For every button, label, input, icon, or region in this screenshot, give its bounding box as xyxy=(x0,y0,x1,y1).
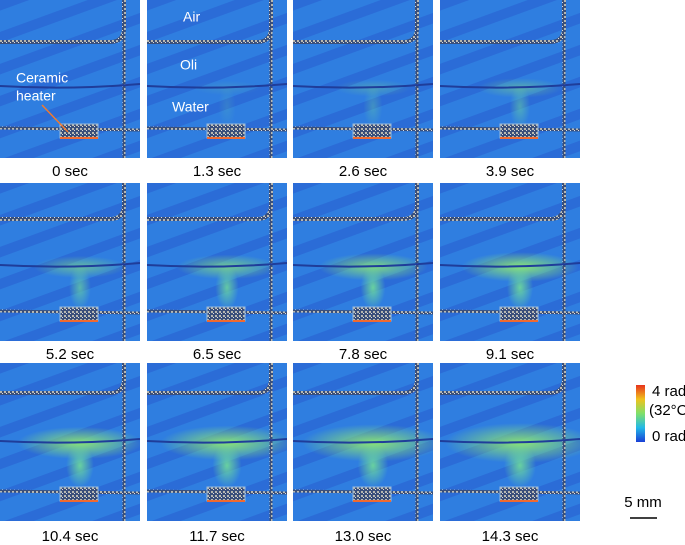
panel-image xyxy=(147,0,287,158)
time-label: 11.7 sec xyxy=(189,528,245,545)
panel-image xyxy=(147,363,287,521)
interface xyxy=(440,438,580,444)
panel-image xyxy=(293,363,433,521)
interface xyxy=(147,262,287,268)
image-panel xyxy=(147,0,287,158)
interface xyxy=(0,262,140,268)
annotation: Ceramic xyxy=(16,70,68,86)
time-label: 3.9 sec xyxy=(486,163,535,180)
column xyxy=(360,265,386,310)
interface xyxy=(293,262,433,268)
heater xyxy=(499,486,539,502)
heater xyxy=(59,486,99,502)
column xyxy=(212,443,242,488)
colorbar-temp: (32°C) xyxy=(649,402,685,419)
column xyxy=(506,265,534,310)
image-panel xyxy=(0,183,140,341)
panel-image xyxy=(293,0,433,158)
time-label: 2.6 sec xyxy=(339,163,388,180)
pointer xyxy=(41,104,69,133)
image-panel xyxy=(293,363,433,521)
time-label: 5.2 sec xyxy=(46,346,95,363)
column xyxy=(357,443,389,488)
column xyxy=(509,84,531,129)
colorbar-min: 0 rad xyxy=(652,428,685,445)
interface xyxy=(147,83,287,89)
panel-image xyxy=(147,183,287,341)
heater xyxy=(352,306,392,322)
heater xyxy=(59,123,99,139)
interface xyxy=(0,438,140,444)
panel-image xyxy=(440,363,580,521)
interface xyxy=(440,83,580,89)
image-panel xyxy=(0,0,140,158)
time-label: 9.1 sec xyxy=(486,346,535,363)
time-label: 0 sec xyxy=(52,163,88,180)
column xyxy=(69,265,91,310)
interface xyxy=(0,83,140,89)
time-label: 6.5 sec xyxy=(193,346,242,363)
heater xyxy=(59,306,99,322)
image-panel xyxy=(0,363,140,521)
image-panel xyxy=(147,363,287,521)
image-panel xyxy=(440,183,580,341)
column xyxy=(218,84,236,129)
time-label: 1.3 sec xyxy=(193,163,242,180)
time-label: 14.3 sec xyxy=(482,528,539,545)
panel-image xyxy=(0,363,140,521)
colorbar-max: 4 rad xyxy=(652,383,685,400)
interface xyxy=(293,438,433,444)
time-label: 13.0 sec xyxy=(335,528,392,545)
heater xyxy=(206,486,246,502)
panel-image xyxy=(293,183,433,341)
heater xyxy=(499,306,539,322)
interface xyxy=(293,83,433,89)
interface xyxy=(147,438,287,444)
annotation: Air xyxy=(183,9,200,25)
image-panel xyxy=(293,0,433,158)
annotation: heater xyxy=(16,88,56,104)
interface xyxy=(440,262,580,268)
column xyxy=(215,265,239,310)
heater xyxy=(352,123,392,139)
image-panel xyxy=(147,183,287,341)
heater xyxy=(499,123,539,139)
column xyxy=(66,443,94,488)
image-panel xyxy=(440,363,580,521)
panel-grid: 0 sec 1.3 sec 2.6 sec 3.9 sec 5.2 sec 6.5 sec… xyxy=(0,0,580,545)
colorbar xyxy=(636,385,645,442)
panel-image xyxy=(0,0,140,158)
column xyxy=(504,443,536,488)
column xyxy=(363,84,383,129)
time-label: 7.8 sec xyxy=(339,346,388,363)
heater xyxy=(206,306,246,322)
heater xyxy=(206,123,246,139)
image-panel xyxy=(440,0,580,158)
heater xyxy=(352,486,392,502)
annotation: Water xyxy=(172,99,209,115)
panel-image xyxy=(440,0,580,158)
annotation: Oli xyxy=(180,57,197,73)
scale-bar-label: 5 mm xyxy=(624,494,662,511)
panel-image xyxy=(0,183,140,341)
time-label: 10.4 sec xyxy=(42,528,99,545)
panel-image xyxy=(440,183,580,341)
image-panel xyxy=(293,183,433,341)
